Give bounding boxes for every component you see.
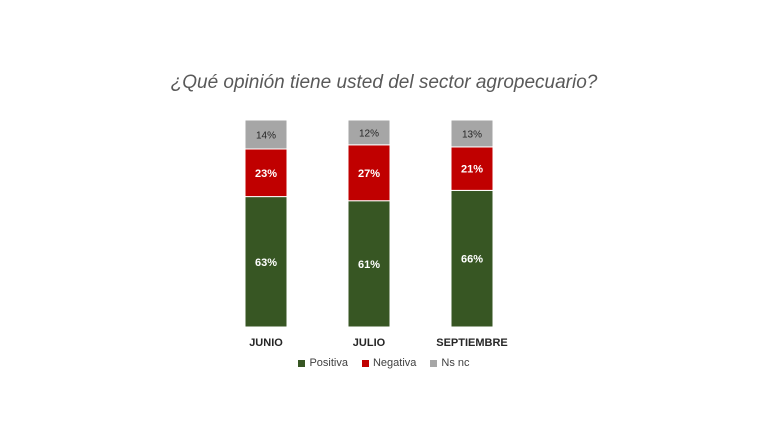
- bar-segment-julio-positiva: [347, 200, 391, 328]
- legend-swatch-negativa: [361, 359, 369, 367]
- bar-segment-junio-negativa: [244, 148, 288, 198]
- data-label-junio-ns-nc: 14%: [256, 130, 276, 141]
- x-tick-label-septiembre: SEPTIEMBRE: [436, 337, 508, 349]
- legend: Positiva Negativa Ns nc: [0, 357, 768, 369]
- data-label-septiembre-negativa: 21%: [461, 164, 483, 176]
- data-label-julio-positiva: 61%: [358, 259, 380, 271]
- legend-item-positiva: Positiva: [298, 357, 348, 369]
- legend-item-negativa: Negativa: [361, 357, 417, 369]
- bar-segment-junio-positiva: [244, 196, 288, 328]
- bar-segment-julio-ns-nc: [347, 119, 391, 146]
- bar-segment-septiembre-ns-nc: [450, 119, 494, 148]
- chart-title: ¿Qué opinión tiene usted del sector agro…: [170, 72, 598, 93]
- bar-segment-septiembre-positiva: [450, 189, 494, 328]
- legend-swatch-ns-nc: [430, 359, 438, 367]
- legend-swatch-positiva: [298, 359, 306, 367]
- legend-label-positiva: Positiva: [309, 357, 348, 369]
- data-label-septiembre-positiva: 66%: [461, 254, 483, 266]
- bar-segment-septiembre-negativa: [450, 146, 494, 191]
- data-label-junio-positiva: 63%: [255, 257, 277, 269]
- bar-segment-julio-negativa: [347, 144, 391, 202]
- legend-item-ns-nc: Ns nc: [430, 357, 470, 369]
- data-label-julio-ns-nc: 12%: [359, 128, 379, 139]
- x-tick-label-junio: JUNIO: [249, 337, 283, 349]
- bar-segment-junio-ns-nc: [244, 119, 288, 150]
- legend-label-negativa: Negativa: [372, 357, 417, 369]
- x-tick-label-julio: JULIO: [353, 337, 386, 349]
- data-label-junio-negativa: 23%: [255, 168, 277, 180]
- data-label-septiembre-ns-nc: 13%: [462, 129, 482, 140]
- legend-label-ns-nc: Ns nc: [441, 357, 470, 369]
- data-label-julio-negativa: 27%: [358, 168, 380, 180]
